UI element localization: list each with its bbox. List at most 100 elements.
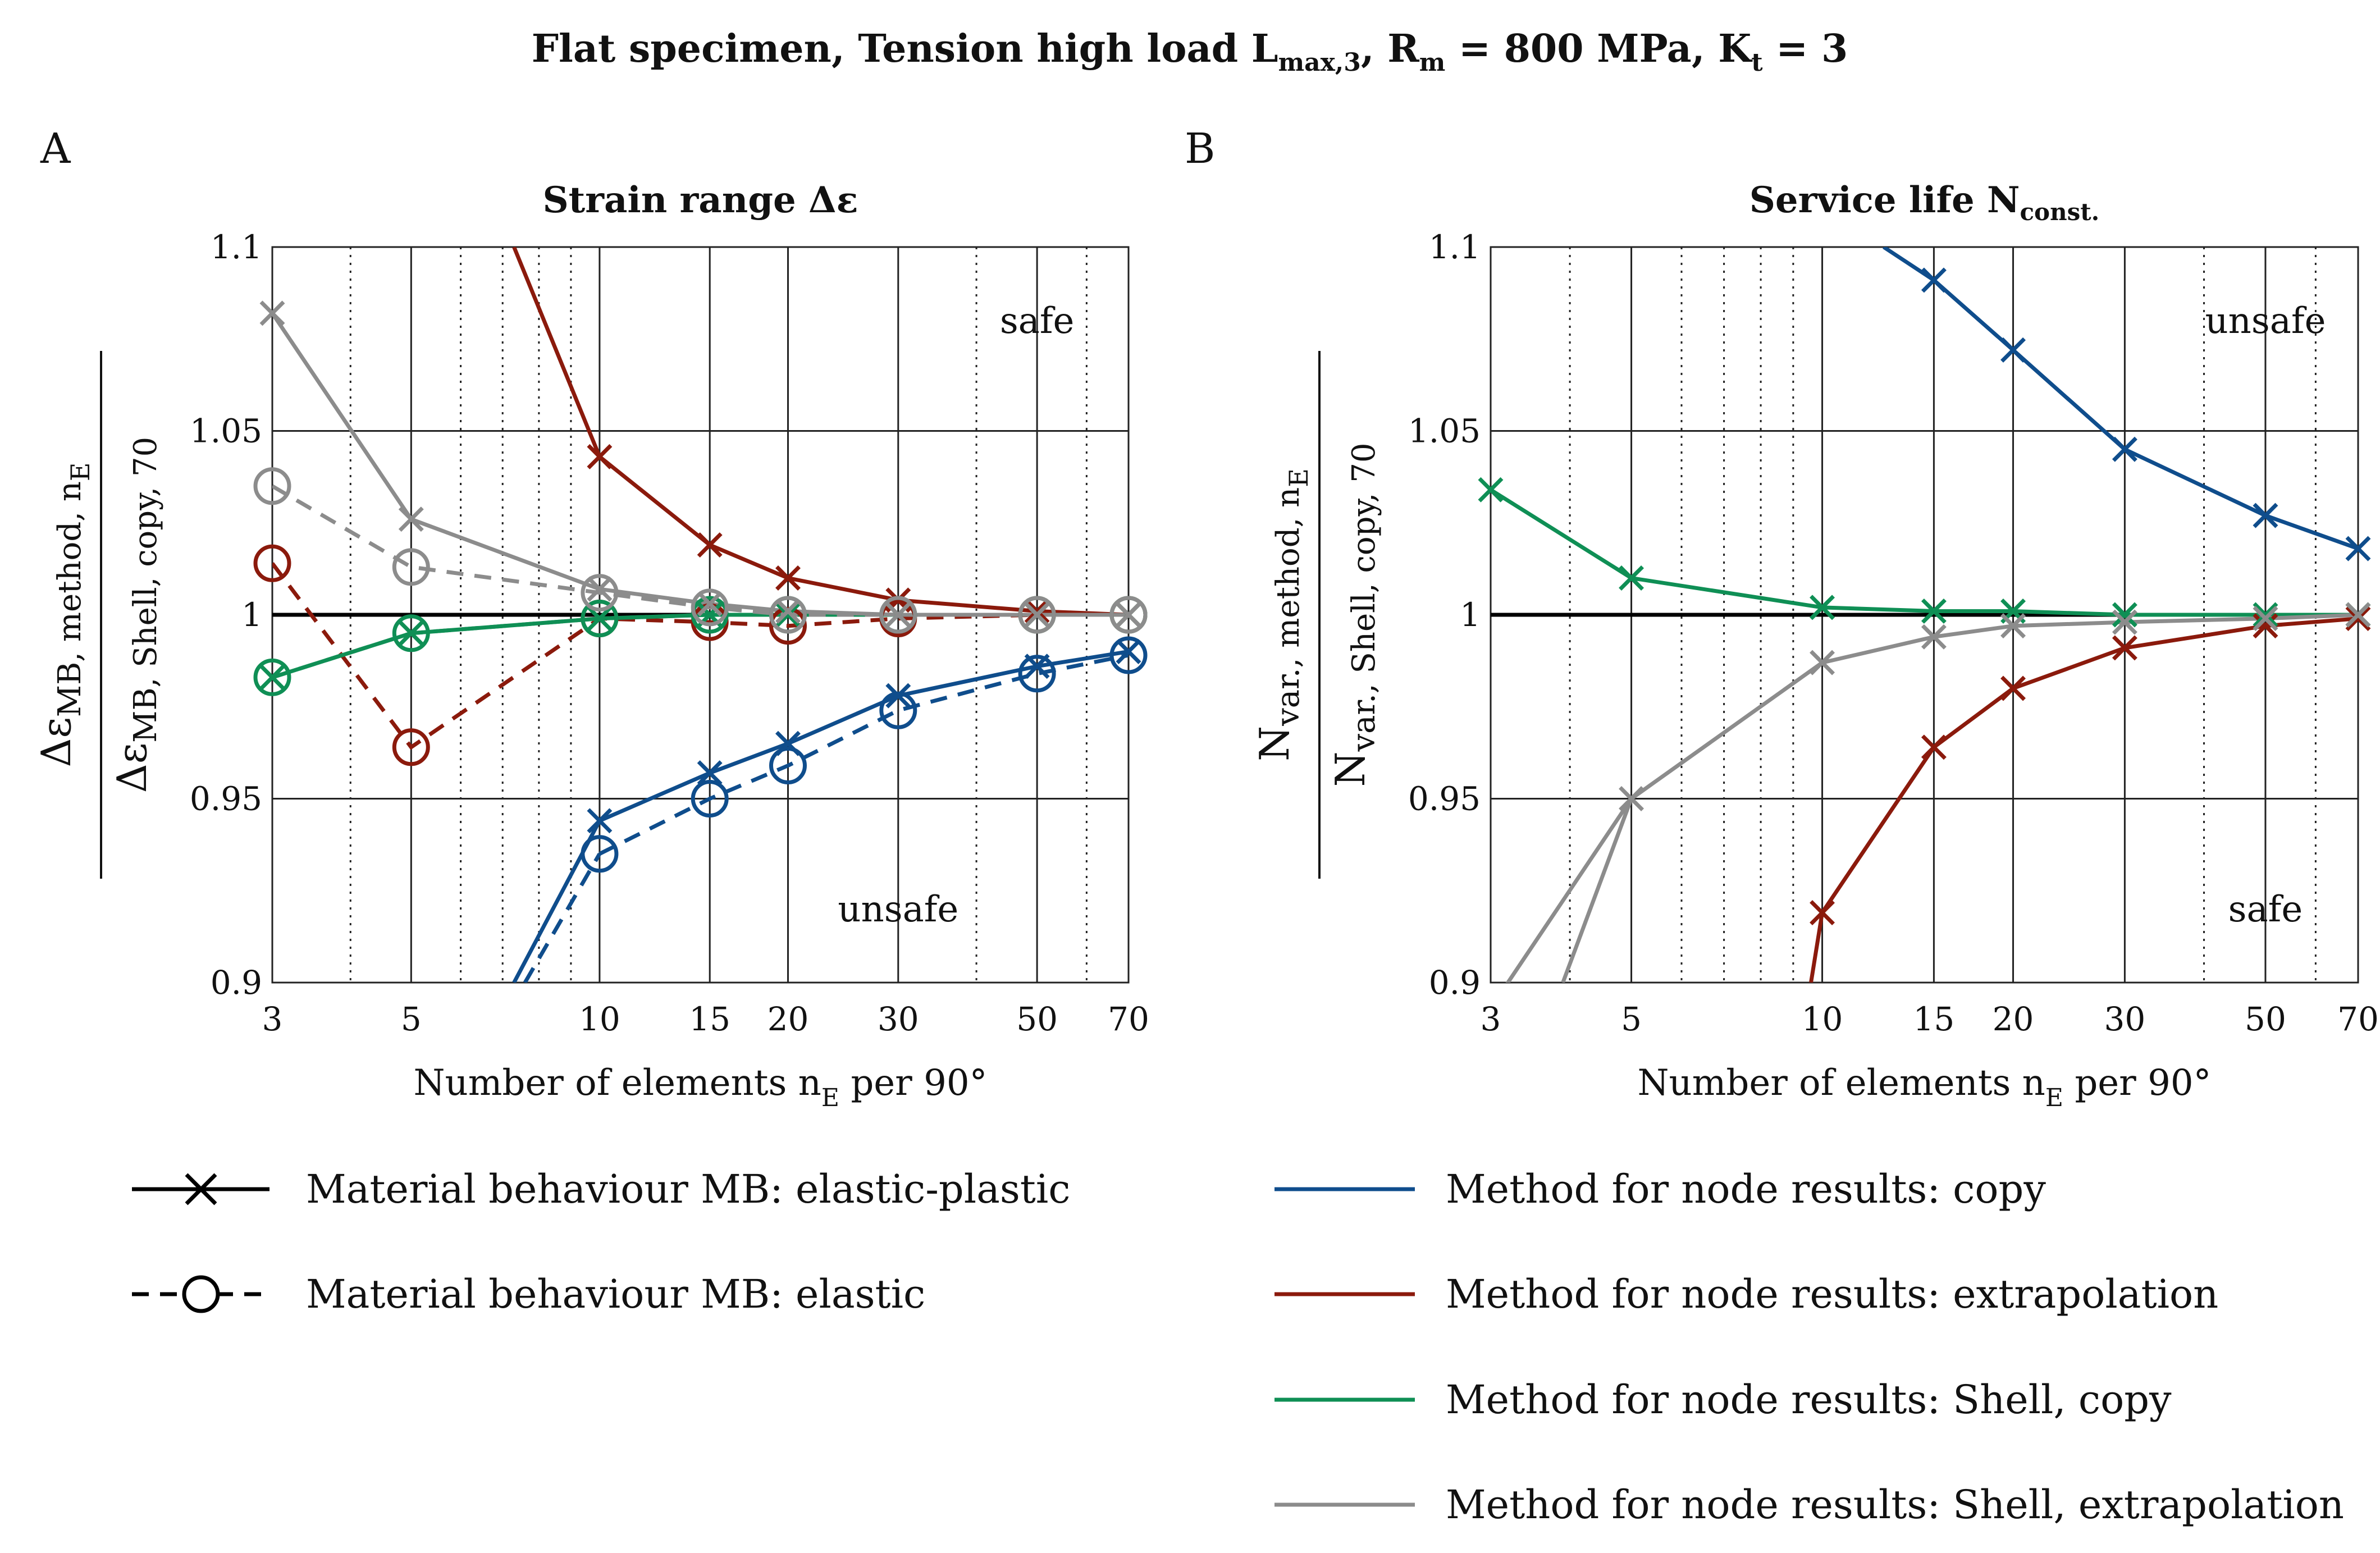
y-tick-label: 0.9: [1429, 963, 1481, 1002]
data-point-circle: [392, 548, 430, 586]
x-tick-label: 70: [1108, 1000, 1149, 1038]
data-point-cross: [2345, 536, 2371, 561]
data-point-circle: [1018, 596, 1056, 634]
legend-item-shell_extrapolation: Method for node results: Shell, extrapol…: [1274, 1482, 2344, 1528]
legend-label: Method for node results: Shell, copy: [1446, 1377, 2172, 1423]
y-tick-label: 1.1: [1429, 228, 1481, 266]
data-point-cross: [2253, 613, 2278, 639]
x-tick-label: 3: [1481, 1000, 1501, 1038]
legend-circle-marker: [182, 1275, 220, 1313]
x-tick-label: 50: [2245, 1000, 2286, 1038]
data-point-cross: [587, 576, 613, 602]
series-offscale-segment-extrapolation-elastic-plastic: [1809, 912, 1824, 983]
series-offscale-segment-copy-elastic: [523, 852, 601, 983]
y-tick-label: 1: [1460, 596, 1481, 634]
data-point-cross: [1116, 639, 1141, 664]
series-line-extrapolation-elastic: [272, 562, 1129, 750]
data-point-cross: [885, 602, 911, 628]
data-point-cross: [885, 683, 911, 709]
x-tick-label: 70: [2337, 1000, 2379, 1038]
legend-label: Method for node results: copy: [1446, 1166, 2046, 1212]
data-point-cross: [775, 602, 801, 628]
panel-label: A: [40, 125, 71, 173]
data-point-circle: [1109, 636, 1148, 674]
legend-cross-marker: [185, 1173, 217, 1205]
data-point-cross: [259, 300, 285, 326]
data-point-circle: [691, 780, 729, 817]
data-point-cross: [2000, 675, 2026, 701]
series-line-extrapolation-elastic-plastic: [1820, 616, 2358, 914]
data-point-cross: [2345, 606, 2371, 632]
x-tick-label: 20: [768, 1000, 809, 1038]
data-point-circle: [392, 728, 430, 766]
data-point-cross: [1921, 624, 1947, 650]
panel-b: B Service life Nconst. 3 5 10 15 20 30 50 70 0.9 0.…: [1185, 125, 2379, 1112]
x-tick-label: 15: [1913, 1000, 1955, 1038]
data-point-cross: [1024, 598, 1050, 624]
series-offscale-segment-copy-elastic-plastic: [1883, 247, 1935, 282]
data-point-circle: [769, 596, 807, 634]
y-label-numerator: ΔεMB, method, nE: [33, 462, 95, 767]
legend-label: Method for node results: Shell, extrapol…: [1446, 1482, 2344, 1528]
data-point-cross: [1116, 602, 1141, 628]
plot-area: [272, 247, 1129, 983]
data-point-cross: [587, 606, 613, 632]
legend-item-extrapolation: Method for node results: extrapolation: [1274, 1271, 2218, 1317]
x-tick-label: 5: [1621, 1000, 1642, 1038]
x-tick-label: 10: [579, 1000, 620, 1038]
data-point-cross: [2345, 602, 2371, 628]
data-point-cross: [398, 506, 424, 532]
data-point-cross: [1619, 565, 1644, 591]
data-point-circle: [1018, 655, 1056, 693]
series-offscale-segment-extrapolation-elastic-plastic: [512, 247, 602, 458]
data-point-circle: [581, 600, 619, 638]
data-point-circle: [581, 835, 619, 873]
y-tick-label: 1.1: [211, 228, 262, 266]
data-point-circle: [879, 691, 917, 729]
legend-label: Material behaviour MB: elastic-plastic: [306, 1166, 1070, 1212]
annotation-safe: safe: [2228, 889, 2303, 930]
series-line-shell_extrapolation-elastic-plastic: [1505, 613, 2358, 983]
data-point-cross: [2112, 609, 2137, 635]
data-point-cross: [587, 444, 613, 469]
data-point-cross: [697, 591, 723, 616]
series-line-shell_extrapolation-elastic-plastic: [272, 312, 1129, 617]
x-tick-label: 50: [1016, 1000, 1058, 1038]
x-axis-label: Number of elements nE per 90°: [413, 1062, 987, 1112]
data-point-cross: [1810, 595, 1835, 620]
annotation-unsafe: unsafe: [2205, 300, 2326, 342]
panel-title: Strain range Δε: [542, 179, 858, 221]
legend: Material behaviour MB: elastic-plastic Ma…: [132, 1166, 2344, 1528]
x-tick-label: 10: [1802, 1000, 1843, 1038]
figure-title: Flat specimen, Tension high load Lmax,3,…: [532, 26, 1848, 77]
series-line-extrapolation-elastic-plastic: [598, 455, 1129, 617]
y-label-numerator: Nvar., method, nE: [1251, 468, 1314, 761]
legend-item-copy: Method for node results: copy: [1274, 1166, 2046, 1212]
data-point-cross: [398, 620, 424, 646]
data-point-circle: [392, 614, 430, 652]
panel-label: B: [1185, 125, 1215, 173]
data-point-cross: [259, 664, 285, 690]
panel-a: A Strain range Δε 3 5 10 15 20 30 50 70 0.9 0.95 1 1.…: [33, 125, 1149, 1112]
data-point-circle: [1109, 596, 1148, 634]
y-tick-label: 1.05: [1408, 412, 1481, 450]
series-offscale-segment-shell_extrapolation-elastic-plastic: [1561, 798, 1633, 983]
x-tick-label: 30: [2104, 1000, 2145, 1038]
x-tick-label: 20: [1993, 1000, 2034, 1038]
data-point-cross: [697, 760, 723, 786]
legend-item-shell_copy: Method for node results: Shell, copy: [1274, 1377, 2172, 1423]
x-tick-label: 5: [401, 1000, 422, 1038]
legend-item-elastic: Material behaviour MB: elastic: [132, 1271, 925, 1317]
data-point-cross: [775, 598, 801, 624]
data-point-circle: [253, 658, 291, 696]
data-point-circle: [253, 544, 291, 582]
data-point-circle: [253, 467, 291, 505]
data-point-cross: [1024, 602, 1050, 628]
y-tick-label: 0.95: [1408, 780, 1481, 818]
y-tick-label: 0.9: [211, 963, 262, 1002]
y-tick-label: 1.05: [190, 412, 262, 450]
x-tick-label: 3: [262, 1000, 283, 1038]
x-axis-label: Number of elements nE per 90°: [1637, 1062, 2211, 1112]
data-point-circle: [581, 574, 619, 612]
